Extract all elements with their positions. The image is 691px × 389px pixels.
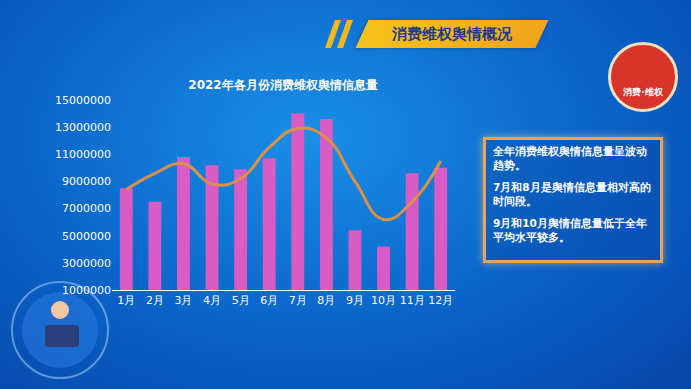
svg-text:8月: 8月 xyxy=(317,294,335,307)
svg-text:2022年各月份消费维权舆情信息量: 2022年各月份消费维权舆情信息量 xyxy=(188,78,377,92)
svg-text:11000000: 11000000 xyxy=(55,148,111,161)
svg-text:13000000: 13000000 xyxy=(55,121,111,134)
svg-text:5月: 5月 xyxy=(232,294,250,307)
html-text:7月和8月是舆情信息量相对高的时间段。: 7月和8月是舆情信息量相对高的时间段。 xyxy=(493,181,651,207)
svg-text:15000000: 15000000 xyxy=(55,94,111,107)
svg-text:6月: 6月 xyxy=(260,294,278,307)
svg-text:2月: 2月 xyxy=(146,294,164,307)
svg-text:7000000: 7000000 xyxy=(62,202,111,215)
svg-text:3000000: 3000000 xyxy=(62,257,111,270)
html-text:9月和10月舆情信息量低于全年平均水平较多。: 9月和10月舆情信息量低于全年平均水平较多。 xyxy=(493,217,647,243)
html-text:消费维权舆情概况: 消费维权舆情概况 xyxy=(392,25,512,43)
svg-text:9000000: 9000000 xyxy=(62,175,111,188)
svg-text:1000000: 1000000 xyxy=(62,284,111,297)
svg-text:12月: 12月 xyxy=(428,294,453,307)
svg-text:4月: 4月 xyxy=(203,294,221,307)
svg-text:3月: 3月 xyxy=(174,294,192,307)
svg-text:9月: 9月 xyxy=(346,294,364,307)
svg-text:7月: 7月 xyxy=(289,294,307,307)
svg-text:5000000: 5000000 xyxy=(62,230,111,243)
svg-text:10月: 10月 xyxy=(371,294,396,307)
html-text:消费·维权: 消费·维权 xyxy=(623,87,663,97)
html-text:全年消费维权舆情信息量呈波动趋势。: 全年消费维权舆情信息量呈波动趋势。 xyxy=(493,145,647,171)
svg-text:11月: 11月 xyxy=(400,294,425,307)
svg-text:1月: 1月 xyxy=(117,294,135,307)
